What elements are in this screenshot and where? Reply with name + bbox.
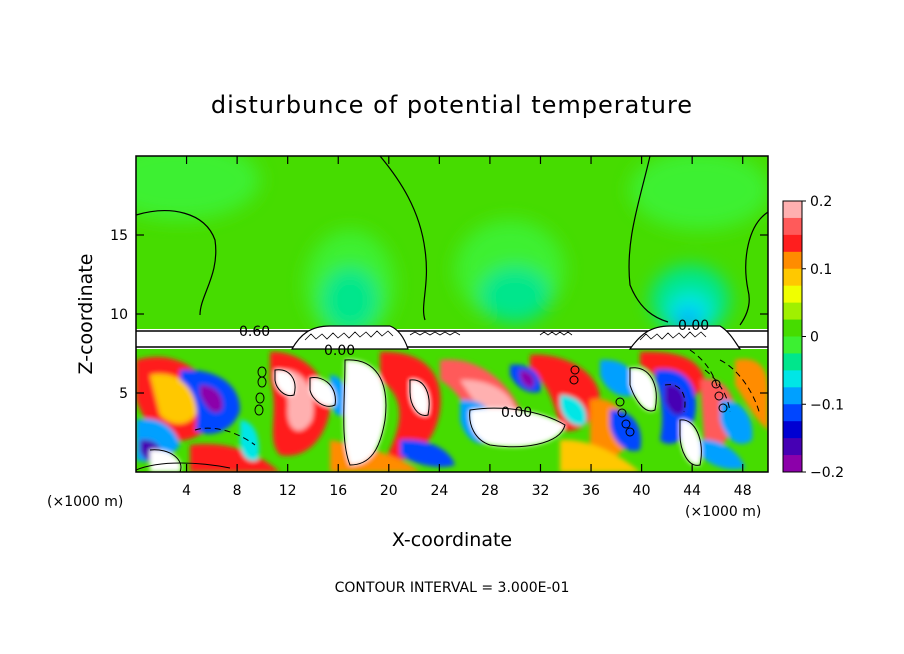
colorbar-tick-label: 0.1: [810, 262, 832, 278]
contour-label: 0.60: [239, 324, 270, 340]
colorbar-swatch: [783, 201, 802, 219]
x-tick-label: 12: [279, 483, 297, 499]
chart-title: disturbunce of potential temperature: [211, 91, 693, 119]
x-tick-label: 48: [734, 483, 752, 499]
colorbar-swatch: [783, 404, 802, 422]
x-unit-left: (×1000 m): [47, 494, 123, 510]
colorbar-swatch: [783, 387, 802, 405]
x-tick-label: 32: [532, 483, 550, 499]
colorbar-swatch: [783, 319, 802, 337]
y-axis-label: Z-coordinate: [75, 254, 97, 375]
colorbar-swatch: [783, 268, 802, 287]
x-tick-label: 20: [380, 483, 398, 499]
colorbar-tick-label: 0.2: [810, 194, 832, 210]
x-tick-label: 8: [233, 483, 242, 499]
contour-label: 0.00: [324, 343, 355, 359]
y-tick-label: 10: [110, 307, 128, 323]
colorbar-swatch: [783, 353, 802, 371]
x-tick-label: 4: [182, 483, 191, 499]
x-tick-label: 36: [582, 483, 600, 499]
x-tick-label: 44: [683, 483, 701, 499]
x-tick-label: 16: [329, 483, 347, 499]
colorbar-swatch: [783, 438, 802, 456]
colorbar-swatch: [783, 336, 802, 354]
colorbar-swatch: [783, 302, 802, 321]
x-tick-label: 40: [633, 483, 651, 499]
y-axis: 5 10 15: [110, 228, 768, 402]
colorbar-swatch: [783, 370, 802, 388]
colorbar-labels: 0.2 0.1 0 −0.1 −0.2: [802, 194, 844, 481]
colorbar-tick-label: −0.1: [810, 397, 844, 413]
colorbar-tick-label: 0: [810, 330, 819, 346]
colorbar-swatch: [783, 455, 802, 473]
contour-label: 0.00: [501, 405, 532, 421]
x-axis-label: X-coordinate: [392, 529, 512, 551]
upper-field: [136, 156, 768, 329]
y-tick-label: 5: [119, 386, 128, 402]
contour-interval: CONTOUR INTERVAL = 3.000E-01: [335, 580, 570, 596]
colorbar: [782, 200, 803, 473]
lower-field: [136, 349, 768, 472]
x-tick-label: 28: [481, 483, 499, 499]
colorbar-swatch: [783, 217, 802, 236]
colorbar-swatch: [783, 421, 802, 439]
x-unit-right: (×1000 m): [685, 504, 761, 520]
contour-labels: 0.60 0.00 0.00 0.00: [239, 318, 709, 421]
x-axis: 4 8 12 16 20 24 28 32 36 40 44 48: [182, 156, 752, 499]
y-tick-label: 15: [110, 228, 128, 244]
boundary-band: [136, 325, 768, 350]
colorbar-swatch: [783, 251, 802, 270]
colorbar-swatch: [783, 285, 802, 304]
x-tick-label: 24: [430, 483, 448, 499]
colorbar-swatch: [783, 234, 802, 253]
contour-label: 0.00: [678, 318, 709, 334]
colorbar-tick-label: −0.2: [810, 465, 844, 481]
